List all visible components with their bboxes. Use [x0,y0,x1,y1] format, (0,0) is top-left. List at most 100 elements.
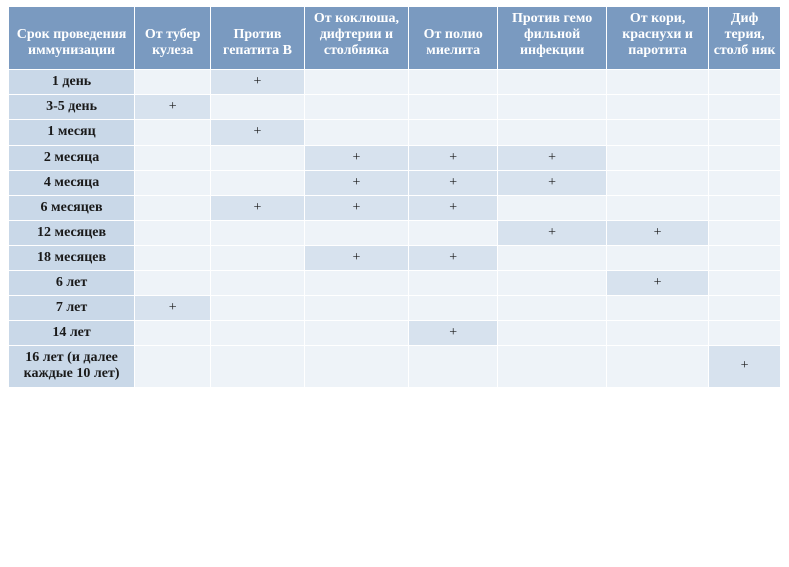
empty-cell [304,321,408,346]
empty-cell [211,145,305,170]
empty-cell [709,170,781,195]
row-header: 2 месяца [9,145,135,170]
empty-cell [709,145,781,170]
empty-cell [135,245,211,270]
empty-cell [498,195,607,220]
empty-cell [409,271,498,296]
empty-cell [135,195,211,220]
mark-cell: + [211,120,305,145]
empty-cell [709,95,781,120]
mark-cell: + [409,170,498,195]
empty-cell [409,95,498,120]
mark-cell: + [211,70,305,95]
empty-cell [498,321,607,346]
table-row: 7 лет+ [9,296,781,321]
empty-cell [709,70,781,95]
empty-cell [709,271,781,296]
empty-cell [211,220,305,245]
empty-cell [304,120,408,145]
table-row: 14 лет+ [9,321,781,346]
empty-cell [709,296,781,321]
table-row: 18 месяцев ++ [9,245,781,270]
empty-cell [135,145,211,170]
table-row: 6 месяцев+++ [9,195,781,220]
empty-cell [409,70,498,95]
mark-cell: + [304,145,408,170]
empty-cell [304,95,408,120]
empty-cell [498,70,607,95]
mark-cell: + [498,145,607,170]
mark-cell: + [498,220,607,245]
table-row: 1 месяц+ [9,120,781,145]
empty-cell [409,220,498,245]
empty-cell [211,321,305,346]
mark-cell: + [606,271,708,296]
empty-cell [498,245,607,270]
table-row: 12 месяцев ++ [9,220,781,245]
empty-cell [304,70,408,95]
empty-cell [211,245,305,270]
empty-cell [211,346,305,387]
mark-cell: + [409,245,498,270]
empty-cell [135,170,211,195]
empty-cell [135,346,211,387]
empty-cell [211,170,305,195]
empty-cell [304,220,408,245]
col-header-dt: Диф терия, столб няк [709,7,781,70]
col-header-hib: Против гемо фильной инфекции [498,7,607,70]
empty-cell [606,195,708,220]
mark-cell: + [606,220,708,245]
table-row: 1 день+ [9,70,781,95]
empty-cell [135,70,211,95]
empty-cell [409,296,498,321]
empty-cell [304,296,408,321]
empty-cell [606,321,708,346]
empty-cell [709,245,781,270]
mark-cell: + [304,170,408,195]
row-header: 16 лет (и далее каждые 10 лет) [9,346,135,387]
empty-cell [498,346,607,387]
table-row: 16 лет (и далее каждые 10 лет) + [9,346,781,387]
col-header-mmr: От кори, краснухи и паротита [606,7,708,70]
table-row: 4 месяца+++ [9,170,781,195]
mark-cell: + [409,321,498,346]
empty-cell [498,296,607,321]
row-header: 3-5 день [9,95,135,120]
empty-cell [606,70,708,95]
row-header: 4 месяца [9,170,135,195]
row-header: 18 месяцев [9,245,135,270]
empty-cell [211,271,305,296]
empty-cell [709,220,781,245]
empty-cell [498,120,607,145]
empty-cell [409,346,498,387]
mark-cell: + [135,296,211,321]
empty-cell [211,296,305,321]
empty-cell [709,321,781,346]
empty-cell [409,120,498,145]
mark-cell: + [304,245,408,270]
empty-cell [709,195,781,220]
immunization-schedule-table: Срок проведения иммунизации От тубер кул… [8,6,781,388]
col-header-polio: От полио миелита [409,7,498,70]
mark-cell: + [409,145,498,170]
empty-cell [606,145,708,170]
empty-cell [606,245,708,270]
empty-cell [606,346,708,387]
table-row: 2 месяца+++ [9,145,781,170]
mark-cell: + [211,195,305,220]
empty-cell [606,170,708,195]
mark-cell: + [135,95,211,120]
empty-cell [135,220,211,245]
empty-cell [606,95,708,120]
mark-cell: + [709,346,781,387]
col-header-hepb: Против гепатита В [211,7,305,70]
row-header: 6 месяцев [9,195,135,220]
empty-cell [709,120,781,145]
empty-cell [498,95,607,120]
empty-cell [498,271,607,296]
mark-cell: + [409,195,498,220]
table-header-row: Срок проведения иммунизации От тубер кул… [9,7,781,70]
table-row: 6 лет + [9,271,781,296]
row-header: 6 лет [9,271,135,296]
row-header: 12 месяцев [9,220,135,245]
